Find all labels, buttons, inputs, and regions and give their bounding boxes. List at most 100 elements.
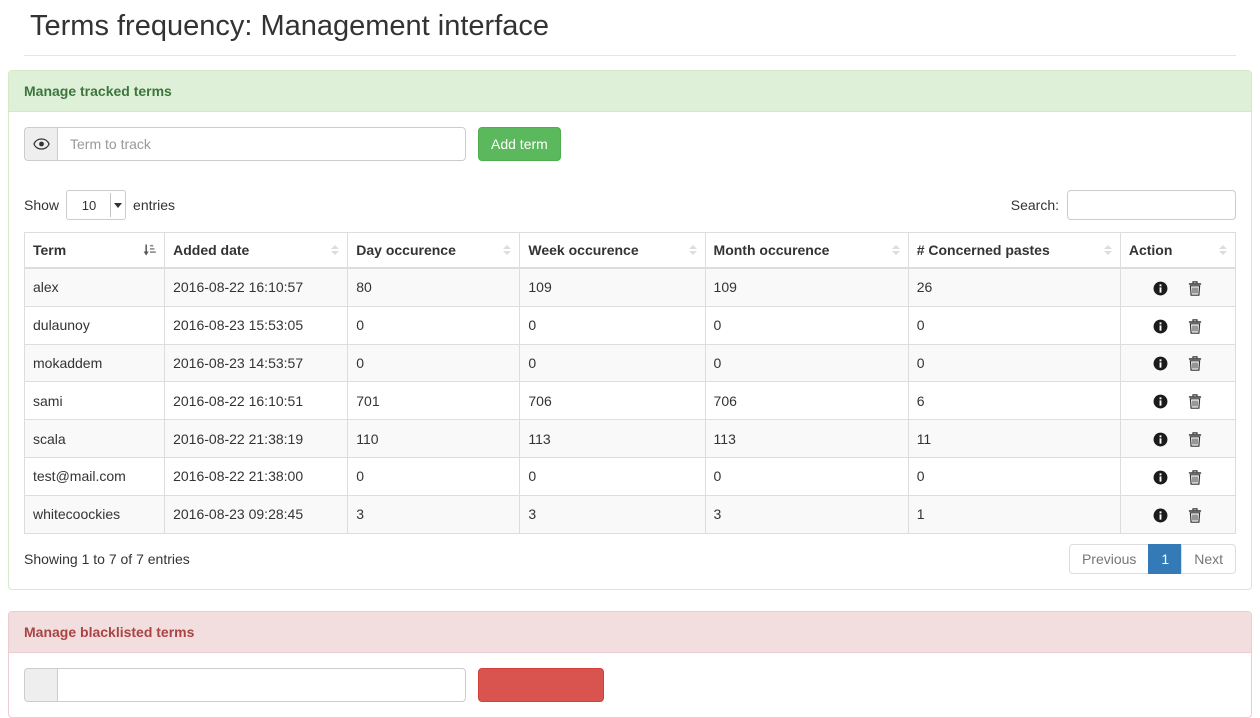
trash-icon[interactable] [1188, 356, 1202, 372]
search-control: Search: [1011, 190, 1236, 220]
table-row: dulaunoy 2016-08-23 15:53:05 0 0 0 0 [23, 305, 1237, 345]
page-length-select[interactable]: 10 [66, 190, 127, 220]
cell-added-date: 2016-08-23 14:53:57 [164, 343, 349, 383]
column-header-month-occurence[interactable]: Month occurence [704, 232, 909, 269]
cell-concerned-pastes: 11 [907, 419, 1121, 458]
trash-icon[interactable] [1188, 470, 1202, 485]
blacklist-term-button[interactable] [478, 667, 604, 702]
column-header-term[interactable]: Term [23, 232, 166, 269]
pagination-previous[interactable]: Previous [1068, 543, 1150, 574]
info-icon[interactable] [1153, 432, 1168, 447]
cell-month-occurence: 706 [704, 381, 909, 421]
trash-icon[interactable] [1188, 318, 1202, 334]
cell-action [1119, 267, 1237, 307]
cell-term: dulaunoy [23, 305, 166, 345]
cell-action [1119, 494, 1237, 534]
info-icon[interactable] [1153, 394, 1168, 409]
cell-week-occurence: 113 [519, 419, 706, 458]
column-header-day-occurence[interactable]: Day occurence [347, 232, 521, 269]
column-header-week-occurence[interactable]: Week occurence [519, 232, 706, 269]
datatable-footer: Showing 1 to 7 of 7 entries Previous 1 N… [24, 543, 1236, 574]
cell-week-occurence: 109 [519, 267, 706, 307]
tracked-terms-panel-body: Add term Show 10 entries Search: [9, 112, 1251, 589]
column-header-action[interactable]: Action [1119, 232, 1237, 269]
blacklist-term-input[interactable] [57, 667, 466, 702]
eye-icon [32, 138, 50, 150]
page-length-control: Show 10 entries [24, 190, 175, 220]
pagination-next[interactable]: Next [1181, 543, 1236, 574]
cell-day-occurence: 110 [347, 419, 521, 458]
datatable-controls: Show 10 entries Search: [24, 190, 1236, 220]
cell-week-occurence: 0 [519, 305, 706, 345]
info-icon[interactable] [1153, 356, 1168, 371]
terms-table-body: alex 2016-08-22 16:10:57 80 109 109 26 [23, 267, 1237, 534]
blacklisted-terms-panel: Manage blacklisted terms [8, 610, 1252, 718]
sort-icon [1219, 245, 1227, 255]
blacklisted-terms-panel-heading: Manage blacklisted terms [9, 611, 1251, 653]
tracked-terms-table: Term [23, 232, 1237, 534]
title-divider [24, 55, 1236, 56]
sort-icon [688, 245, 697, 255]
cell-added-date: 2016-08-23 15:53:05 [164, 305, 349, 345]
table-row: test@mail.com 2016-08-22 21:38:00 0 0 0 … [23, 456, 1237, 496]
sort-icon [503, 245, 512, 255]
cell-concerned-pastes: 0 [907, 456, 1121, 496]
cell-month-occurence: 113 [704, 419, 909, 458]
cell-week-occurence: 0 [519, 343, 706, 383]
add-term-button[interactable]: Add term [478, 127, 561, 161]
trash-icon[interactable] [1188, 507, 1202, 523]
trash-icon[interactable] [1188, 432, 1202, 447]
blacklist-term-row [24, 667, 1236, 702]
cell-day-occurence: 0 [347, 456, 521, 496]
cell-action [1119, 456, 1237, 496]
cell-concerned-pastes: 26 [907, 267, 1121, 307]
cell-day-occurence: 0 [347, 343, 521, 383]
table-row: whitecoockies 2016-08-23 09:28:45 3 3 3 … [23, 494, 1237, 534]
tracked-terms-panel: Manage tracked terms Add term [8, 70, 1252, 590]
table-row: sami 2016-08-22 16:10:51 701 706 706 6 [23, 381, 1237, 421]
term-input-group [24, 127, 466, 161]
table-row: alex 2016-08-22 16:10:57 80 109 109 26 [23, 267, 1237, 307]
cell-day-occurence: 701 [347, 381, 521, 421]
pagination-page-1[interactable]: 1 [1148, 543, 1183, 574]
sort-asc-icon [143, 244, 156, 257]
cell-added-date: 2016-08-22 21:38:19 [164, 419, 349, 458]
page-length-select-wrap: 10 [66, 190, 127, 220]
cell-week-occurence: 3 [519, 494, 706, 534]
info-icon[interactable] [1153, 319, 1168, 334]
term-to-track-input[interactable] [57, 127, 466, 161]
info-icon[interactable] [1153, 281, 1168, 296]
trash-icon[interactable] [1188, 394, 1202, 409]
cell-week-occurence: 0 [519, 456, 706, 496]
cell-added-date: 2016-08-22 16:10:57 [164, 267, 349, 307]
cell-month-occurence: 0 [704, 456, 909, 496]
cell-concerned-pastes: 0 [907, 343, 1121, 383]
cell-month-occurence: 0 [704, 343, 909, 383]
input-addon [24, 667, 57, 702]
cell-month-occurence: 109 [704, 267, 909, 307]
info-icon[interactable] [1153, 508, 1168, 523]
column-header-concerned-pastes[interactable]: # Concerned pastes [907, 232, 1121, 269]
cell-concerned-pastes: 0 [907, 305, 1121, 345]
cell-month-occurence: 0 [704, 305, 909, 345]
column-header-added-date[interactable]: Added date [164, 232, 349, 269]
cell-day-occurence: 80 [347, 267, 521, 307]
cell-term: alex [23, 267, 166, 307]
cell-added-date: 2016-08-23 09:28:45 [164, 494, 349, 534]
cell-concerned-pastes: 6 [907, 381, 1121, 421]
cell-action [1119, 305, 1237, 345]
info-icon[interactable] [1153, 470, 1168, 485]
cell-added-date: 2016-08-22 21:38:00 [164, 456, 349, 496]
show-label: Show [24, 197, 60, 213]
cell-action [1119, 343, 1237, 383]
search-input[interactable] [1067, 190, 1236, 220]
table-info-text: Showing 1 to 7 of 7 entries [24, 550, 190, 567]
cell-added-date: 2016-08-22 16:10:51 [164, 381, 349, 421]
trash-icon[interactable] [1188, 281, 1202, 296]
table-row: scala 2016-08-22 21:38:19 110 113 113 11 [23, 419, 1237, 458]
pagination: Previous 1 Next [1068, 543, 1236, 574]
blacklist-input-group [24, 667, 466, 702]
cell-month-occurence: 3 [704, 494, 909, 534]
sort-icon [891, 245, 900, 255]
